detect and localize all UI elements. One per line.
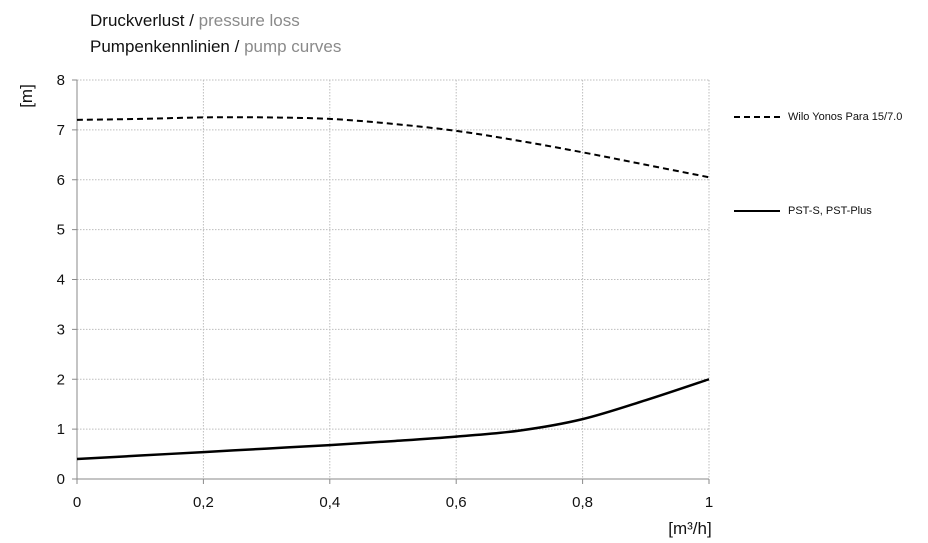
y-tick-label: 1: [57, 421, 65, 438]
y-tick-label: 7: [57, 122, 65, 139]
tick-labels: 0 1 2 3 4 5 6 7 8 0 0,2 0,4 0,6 0,8 1: [57, 72, 714, 511]
x-tick-label: 0,8: [572, 494, 593, 511]
legend-item-wilo: Wilo Yonos Para 15/7.0: [734, 107, 924, 127]
y-tick-label: 4: [57, 272, 65, 289]
y-tick-label: 3: [57, 321, 65, 338]
series-lines: [76, 116, 710, 461]
title-line-2: Pumpenkennlinien / pump curves: [90, 34, 341, 60]
legend-label-wilo: Wilo Yonos Para 15/7.0: [788, 111, 903, 123]
title-en-2: pump curves: [244, 37, 342, 56]
y-tick-label: 0: [57, 471, 65, 488]
x-tick-label: 0,2: [193, 494, 214, 511]
legend-label-pst: PST-S, PST-Plus: [788, 205, 872, 217]
grid: [77, 79, 710, 479]
title-sep-2: /: [229, 37, 245, 56]
legend: Wilo Yonos Para 15/7.0 PST-S, PST-Plus: [734, 107, 924, 221]
x-tick-label: 0,4: [319, 494, 340, 511]
x-tick-label: 0: [73, 494, 81, 511]
series-line-wilo-yonos: [76, 116, 710, 179]
y-tick-label: 2: [57, 371, 65, 388]
title-sep-1: /: [184, 11, 199, 30]
x-axis-label: [m³/h]: [668, 519, 711, 538]
y-tick-label: 8: [57, 72, 65, 89]
legend-swatch-dashed: [734, 116, 780, 118]
axes: [72, 79, 710, 484]
title-en-1: pressure loss: [198, 11, 300, 30]
x-tick-label: 0,6: [446, 494, 467, 511]
legend-item-pst: PST-S, PST-Plus: [734, 201, 924, 221]
chart-title: Druckverlust / pressure loss Pumpenkennl…: [90, 8, 341, 60]
title-de-1: Druckverlust: [90, 11, 185, 30]
y-axis-label: [m]: [17, 84, 36, 108]
y-tick-label: 5: [57, 222, 65, 239]
x-tick-label: 1: [705, 494, 713, 511]
legend-swatch-solid: [734, 210, 780, 212]
title-line-1: Druckverlust / pressure loss: [90, 8, 341, 34]
y-tick-label: 6: [57, 172, 65, 189]
title-de-2: Pumpenkennlinien: [90, 37, 230, 56]
series-line-pst: [76, 378, 710, 461]
